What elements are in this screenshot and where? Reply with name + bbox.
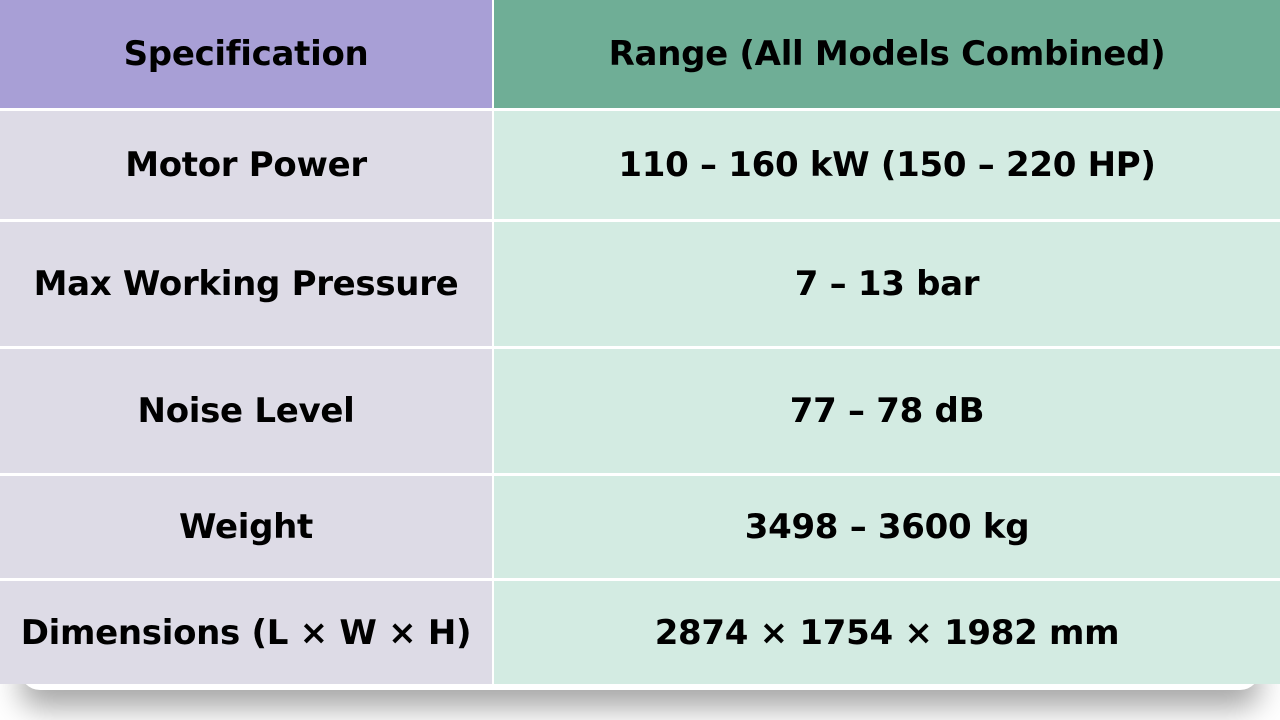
spec-name-cell: Dimensions (L × W × H) xyxy=(0,581,492,684)
header-cell: Specification xyxy=(0,0,492,108)
spec-name-cell: Weight xyxy=(0,476,492,578)
spec-range-cell: 77 – 78 dB xyxy=(494,349,1280,473)
spec-range-cell: 2874 × 1754 × 1982 mm xyxy=(494,581,1280,684)
spec-name-cell: Motor Power xyxy=(0,111,492,219)
spec-range-cell: 3498 – 3600 kg xyxy=(494,476,1280,578)
spec-name-cell: Max Working Pressure xyxy=(0,222,492,346)
spec-range-cell: 7 – 13 bar xyxy=(494,222,1280,346)
spec-table: Specification Range (All Models Combined… xyxy=(0,0,1280,684)
spec-name-cell: Noise Level xyxy=(0,349,492,473)
header-cell: Range (All Models Combined) xyxy=(494,0,1280,108)
spec-range-cell: 110 – 160 kW (150 – 220 HP) xyxy=(494,111,1280,219)
